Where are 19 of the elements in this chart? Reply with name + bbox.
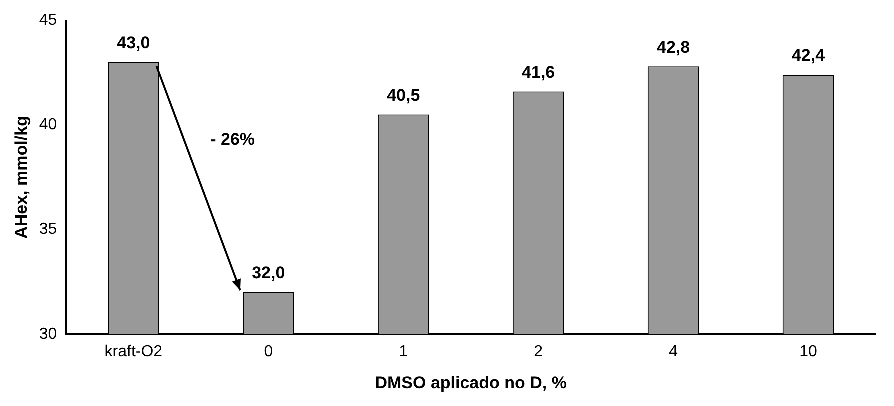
y-tick-label: 45	[39, 12, 58, 30]
x-tick-label: 1	[399, 343, 408, 360]
data-label: 40,5	[387, 86, 420, 105]
annotation: - 26%	[210, 130, 256, 150]
y-axis-title: AHex, mmol/kg	[12, 116, 31, 239]
y-tick-label: 40	[39, 116, 58, 134]
data-label: 42,4	[792, 46, 826, 66]
x-tick-label: 0	[264, 343, 274, 360]
x-axis-title: DMSO aplicado no D, %	[375, 373, 567, 392]
data-label: 41,6	[522, 62, 556, 82]
x-tick-label: kraft-O2	[104, 343, 163, 360]
x-tick-label: 10	[800, 343, 818, 360]
x-tick-label: 4	[669, 343, 678, 360]
data-label: 32,0	[252, 264, 286, 283]
data-label: 43,0	[117, 34, 150, 53]
y-tick-label: 30	[39, 326, 58, 343]
y-tick-label: 35	[39, 221, 58, 238]
data-label: 42,8	[657, 38, 690, 57]
x-tick-label: 2	[534, 343, 544, 360]
